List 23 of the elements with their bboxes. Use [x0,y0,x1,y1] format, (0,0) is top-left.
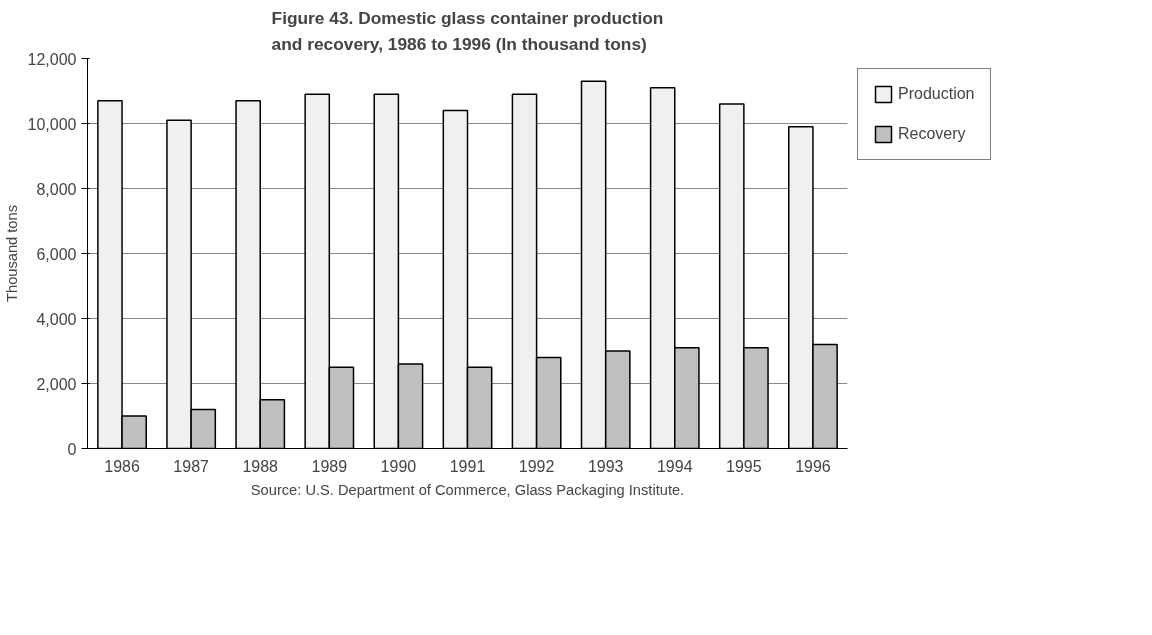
y-tick-label: 6,000 [36,245,77,263]
x-tick-label: 1993 [587,457,624,475]
y-axis-title: Thousand tons [3,205,20,302]
y-tick-label: 10,000 [27,115,77,133]
chart-title: Figure 43. Domestic glass container production and recovery, 1986 to 1996 (In thousand tons) [271,7,664,54]
x-tick-label: 1990 [380,457,417,475]
x-tick-label: 1987 [173,457,210,475]
y-tick-label: 8,000 [36,180,77,198]
y-tick-label: 4,000 [36,310,77,328]
y-tick-label: 12,000 [27,50,77,68]
x-tick-label: 1991 [449,457,486,475]
x-tick-label: 1992 [518,457,555,475]
x-tick-label: 1986 [104,457,140,475]
x-tick-label: 1996 [795,457,831,475]
source-note: Source: U.S. Department of Commerce, Glass Packaging Institute. [250,481,685,498]
x-tick-label: 1989 [311,457,348,475]
y-tick-label: 0 [67,440,77,458]
legend-label: Production [898,85,975,103]
legend-label: Recovery [898,125,966,143]
x-tick-label: 1988 [242,457,279,475]
x-tick-label: 1994 [656,457,693,475]
y-tick-label: 2,000 [36,375,77,393]
x-tick-label: 1995 [726,457,762,475]
